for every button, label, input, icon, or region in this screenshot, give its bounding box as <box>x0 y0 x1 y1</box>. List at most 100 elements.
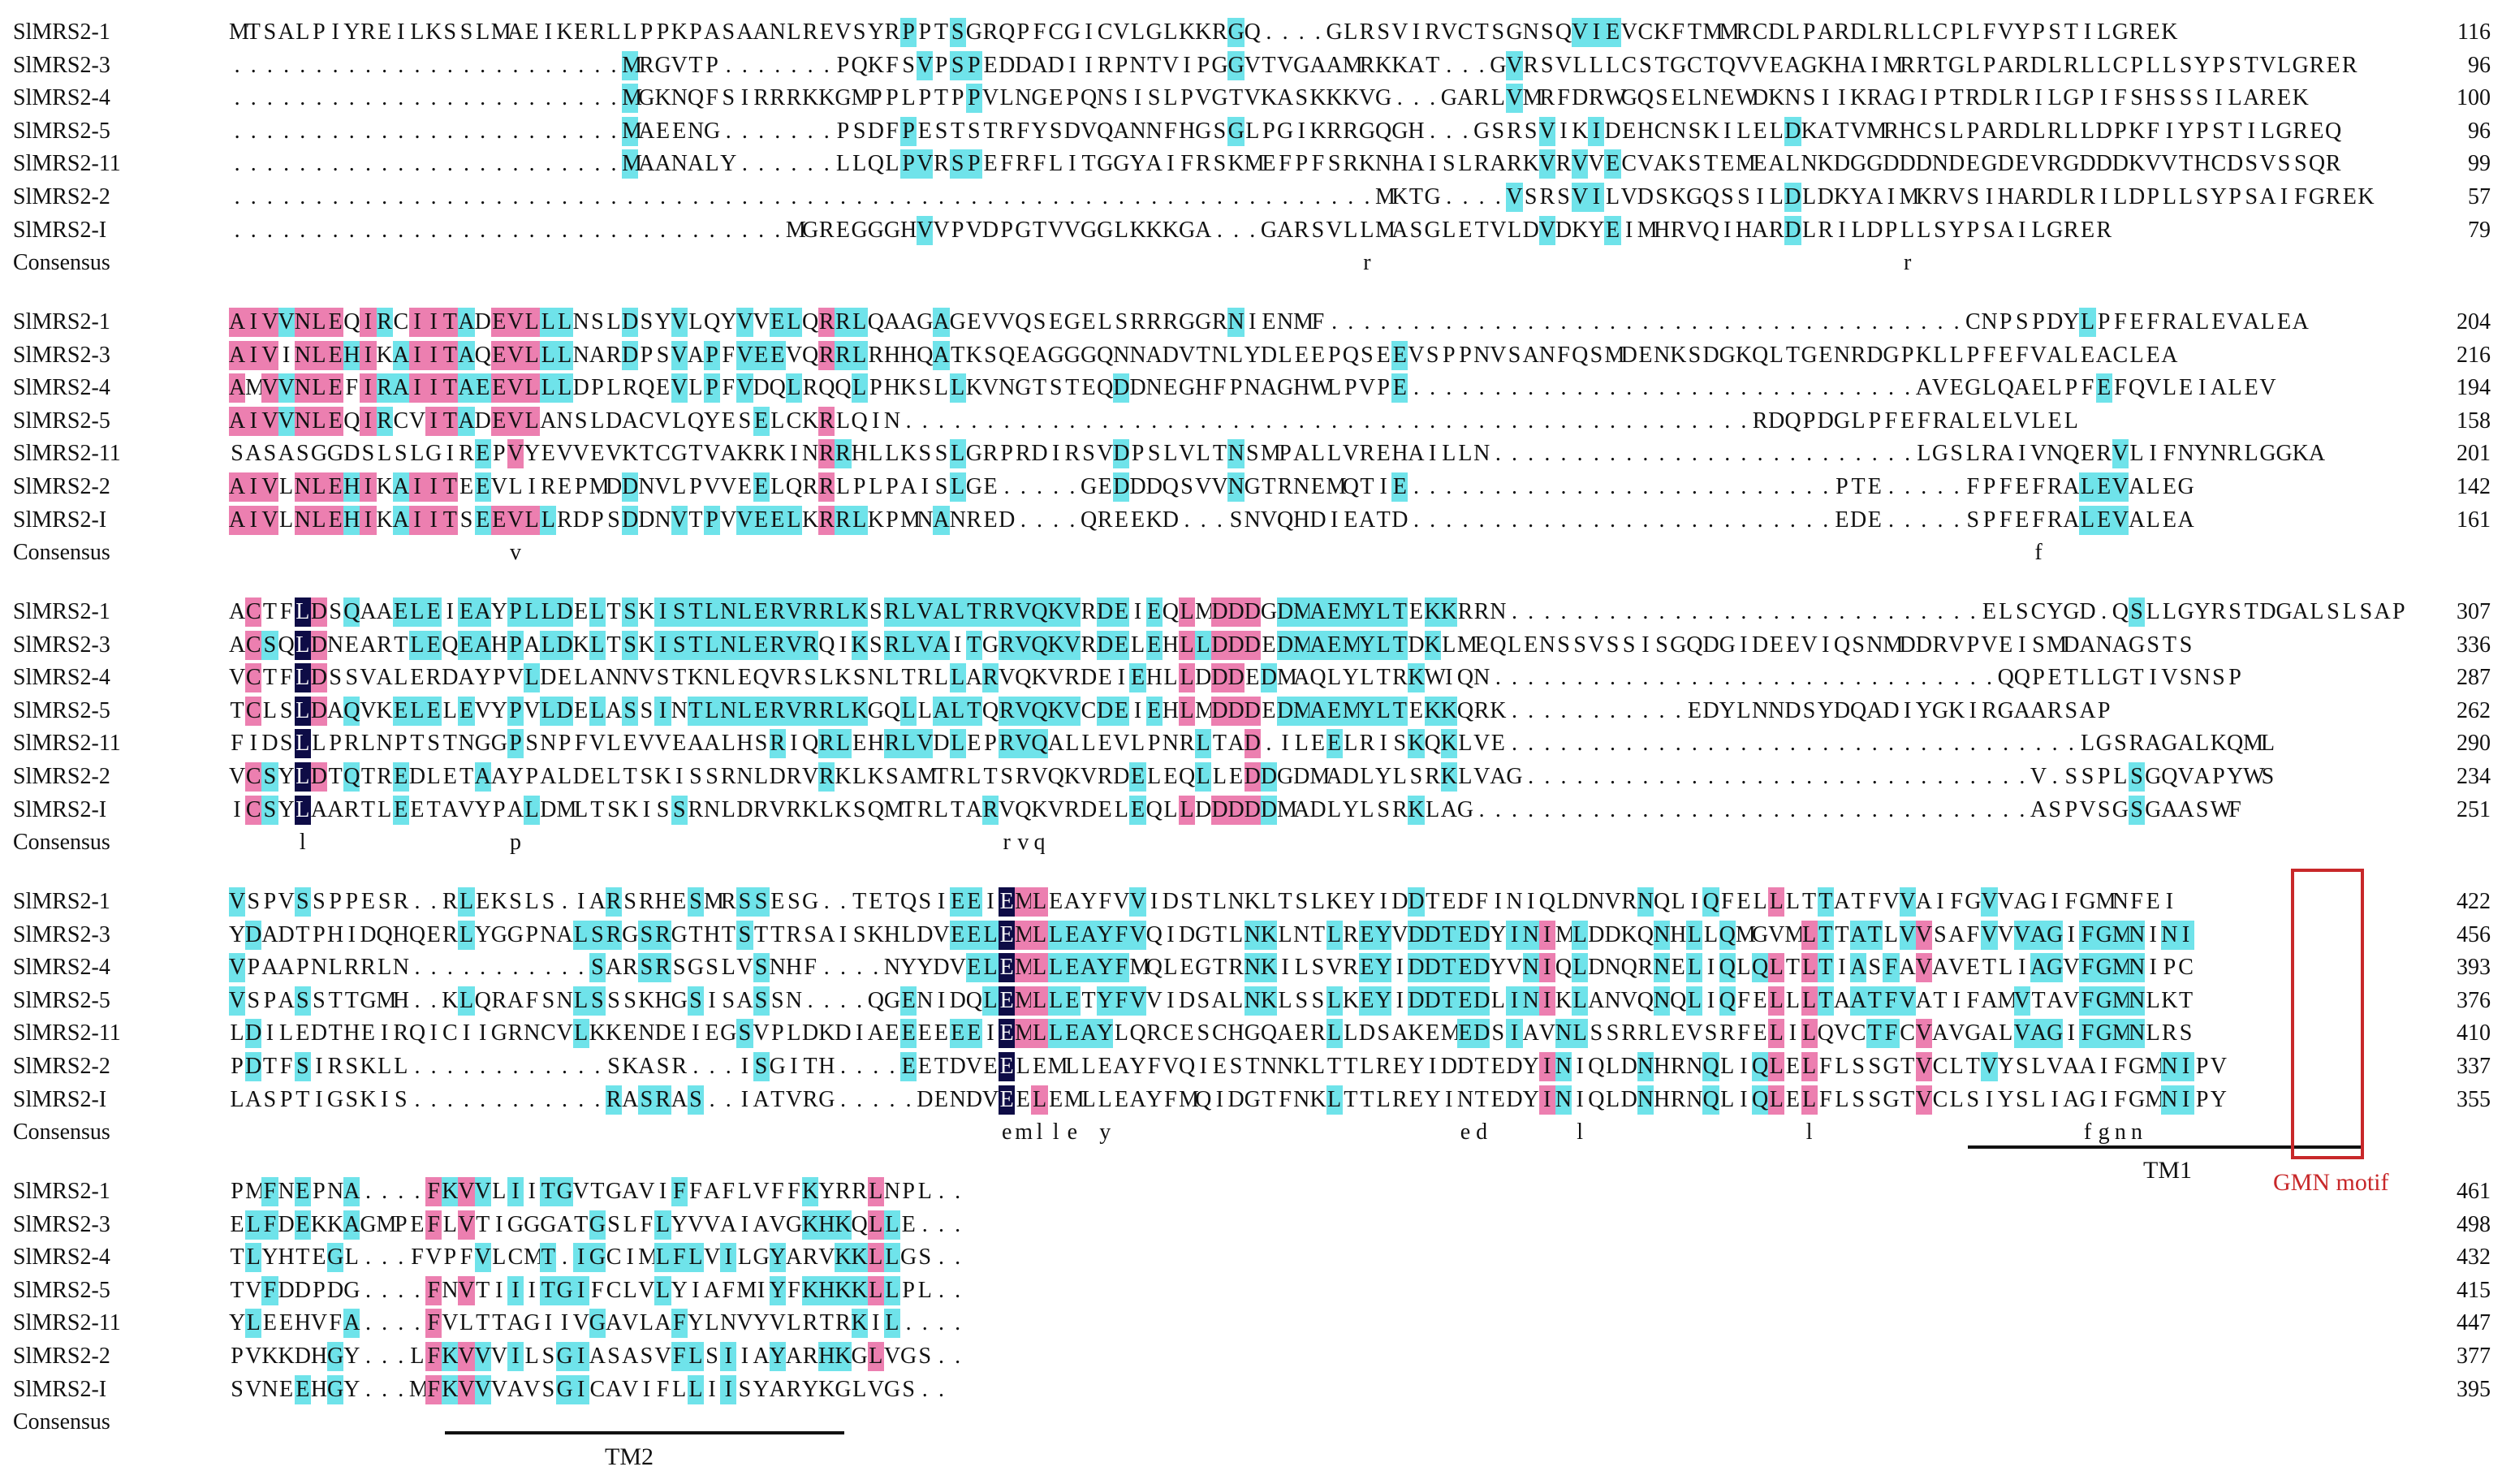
residue: V <box>818 1245 835 1270</box>
residue: L <box>2097 665 2112 691</box>
residue: Q <box>687 408 705 434</box>
residue: A <box>229 505 245 535</box>
residue: T <box>1802 889 1817 914</box>
consensus-residue <box>1457 538 1473 567</box>
residue: M <box>1326 474 1347 499</box>
residue: D <box>1211 630 1228 660</box>
residue: P <box>1131 441 1145 467</box>
residue: D <box>1604 921 1621 947</box>
residue: . <box>1905 441 1911 467</box>
residue: R <box>343 796 360 822</box>
residue: V <box>2030 441 2047 467</box>
residue: . <box>1396 408 1403 434</box>
residue: G <box>589 1243 606 1273</box>
residue: K <box>851 1309 868 1339</box>
residue: . <box>1741 764 1747 789</box>
residue: . <box>1626 665 1633 691</box>
residue: I <box>1576 1086 1584 1112</box>
tm2-line <box>445 1431 844 1434</box>
sequence-name: SlMRS2-1 <box>13 889 110 914</box>
residue: . <box>1937 474 1943 499</box>
residue: R <box>343 955 360 981</box>
sequence-name: SlMRS2-I <box>13 217 107 243</box>
residue: D <box>835 1020 852 1046</box>
sequence-name: SlMRS2-11 <box>13 731 121 757</box>
residue: A <box>2177 731 2194 757</box>
residue: L <box>901 921 916 947</box>
residue: Q <box>408 921 426 947</box>
residue: R <box>557 507 572 533</box>
residue: . <box>1233 217 1240 243</box>
residue: . <box>1659 665 1665 691</box>
residue: A <box>507 987 524 1013</box>
residue: . <box>2019 764 2025 789</box>
residue: . <box>1610 507 1616 533</box>
residue: I <box>462 1020 471 1046</box>
residue: S <box>705 955 718 981</box>
residue: D <box>1702 342 1719 368</box>
residue: S <box>640 697 654 723</box>
residue: G <box>1178 309 1196 334</box>
consensus-residue <box>1981 1118 1997 1147</box>
residue: E <box>392 696 409 726</box>
residue: D <box>556 597 573 627</box>
residue: G <box>360 987 377 1013</box>
residue: D <box>556 696 573 726</box>
residue: L <box>835 151 850 177</box>
residue: V <box>229 953 245 983</box>
residue: . <box>234 151 240 177</box>
residue: V <box>458 1374 475 1404</box>
residue: . <box>578 217 585 243</box>
consensus-residue <box>1343 538 1359 567</box>
residue: L <box>835 696 852 726</box>
residue: L <box>1769 184 1784 209</box>
residue: T <box>1032 217 1047 243</box>
consensus-residue <box>1883 538 1899 567</box>
residue: L <box>787 1310 801 1336</box>
residue: L <box>606 731 621 757</box>
residue: E <box>672 731 687 757</box>
residue: S <box>345 1086 359 1112</box>
residue: E <box>1016 1086 1030 1112</box>
residue: . <box>1511 474 1517 499</box>
residue: N <box>1653 986 1670 1016</box>
residue: . <box>512 52 519 78</box>
residue: L <box>1327 441 1342 467</box>
residue: R <box>1719 1020 1736 1046</box>
residue: L <box>1245 118 1260 144</box>
residue: K <box>1670 151 1687 177</box>
residue: A <box>490 764 507 789</box>
residue: I <box>1740 1054 1748 1079</box>
residue: Q <box>753 665 770 691</box>
residue: I <box>740 1344 749 1369</box>
residue: P <box>2032 665 2045 691</box>
residue: Q <box>1047 764 1064 789</box>
residue: S <box>345 665 359 691</box>
residue: R <box>1866 85 1883 111</box>
residue: R <box>981 663 999 693</box>
residue: H <box>392 921 409 947</box>
consensus-residue <box>1408 248 1424 278</box>
residue: S <box>1524 184 1538 209</box>
residue: D <box>2095 151 2112 177</box>
residue: Y <box>867 19 884 45</box>
residue: V <box>1277 52 1294 78</box>
residue: . <box>1969 764 1976 789</box>
residue: D <box>1915 632 1932 658</box>
residue: E <box>983 507 998 533</box>
residue: E <box>1114 1086 1128 1112</box>
residue: . <box>1905 309 1911 334</box>
residue: . <box>1511 507 1517 533</box>
residue: R <box>1343 151 1359 177</box>
residue: L <box>736 696 753 726</box>
residue: R <box>1670 1086 1686 1112</box>
residue: . <box>1610 309 1616 334</box>
residue: S <box>1524 118 1538 144</box>
residue: Q <box>2325 118 2342 144</box>
residue: L <box>1229 921 1244 947</box>
residue: N <box>327 632 344 658</box>
residue: P <box>886 85 899 111</box>
residue: . <box>1871 731 1878 757</box>
residue: A <box>1326 764 1343 789</box>
residue: S <box>1213 118 1227 144</box>
